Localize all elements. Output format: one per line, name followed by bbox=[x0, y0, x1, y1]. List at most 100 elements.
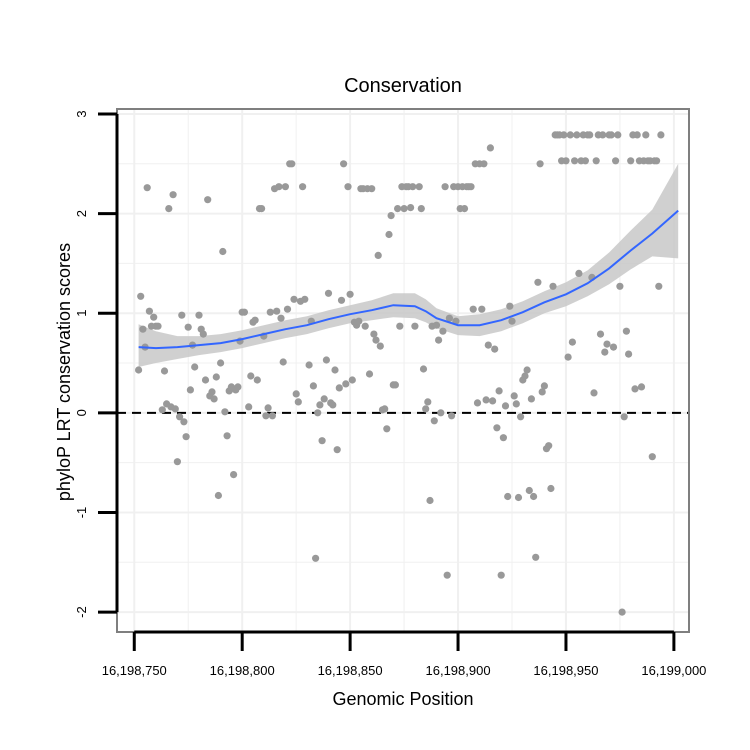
data-point bbox=[169, 191, 177, 199]
data-point bbox=[176, 413, 184, 421]
data-point bbox=[560, 131, 568, 139]
data-point bbox=[415, 183, 423, 191]
data-point bbox=[214, 491, 222, 500]
data-point bbox=[478, 305, 486, 313]
data-point bbox=[365, 370, 374, 378]
data-point bbox=[460, 205, 469, 213]
y-tick-label: 2 bbox=[74, 210, 89, 217]
data-point bbox=[204, 196, 212, 204]
x-axis: 16,198,750 16,198,800 16,198,850 16,198,900… bbox=[102, 630, 706, 678]
data-point bbox=[314, 409, 322, 417]
data-point bbox=[596, 330, 605, 338]
data-point bbox=[342, 380, 350, 388]
data-point bbox=[571, 157, 579, 165]
data-point bbox=[158, 406, 166, 414]
data-point bbox=[275, 183, 283, 191]
data-point bbox=[648, 453, 656, 461]
data-point bbox=[409, 183, 417, 191]
data-point bbox=[510, 392, 518, 400]
data-point bbox=[525, 486, 533, 495]
data-point bbox=[532, 553, 540, 561]
data-point bbox=[586, 131, 594, 139]
data-point bbox=[493, 424, 501, 432]
data-point bbox=[247, 372, 255, 380]
data-point bbox=[201, 376, 210, 384]
data-point bbox=[627, 157, 635, 165]
data-point bbox=[184, 323, 192, 331]
data-point bbox=[486, 144, 494, 152]
data-point bbox=[549, 282, 557, 290]
data-point bbox=[616, 282, 624, 290]
data-point bbox=[210, 395, 218, 403]
data-point bbox=[504, 492, 512, 501]
x-axis-label: Genomic Position bbox=[332, 689, 473, 709]
data-point bbox=[480, 160, 488, 168]
data-point bbox=[514, 493, 523, 502]
data-point bbox=[637, 383, 646, 391]
data-point bbox=[407, 204, 415, 212]
data-point bbox=[171, 405, 179, 413]
data-point bbox=[234, 383, 242, 391]
data-point bbox=[245, 403, 253, 411]
data-point bbox=[631, 385, 639, 393]
data-point bbox=[182, 433, 190, 441]
data-point bbox=[312, 554, 320, 562]
x-tick-label: 16,198,950 bbox=[533, 663, 598, 678]
data-point bbox=[622, 327, 631, 335]
data-point bbox=[139, 325, 147, 333]
data-point bbox=[309, 382, 317, 390]
data-point bbox=[230, 471, 238, 479]
data-point bbox=[277, 314, 285, 322]
data-point bbox=[527, 395, 536, 403]
data-point bbox=[469, 305, 477, 313]
chart-title: Conservation bbox=[344, 75, 462, 97]
data-point bbox=[320, 395, 328, 403]
data-point bbox=[568, 338, 577, 346]
smooth-line bbox=[138, 209, 679, 350]
y-axis-label: phyloP LRT conservation scores bbox=[54, 243, 74, 501]
data-point bbox=[396, 322, 404, 330]
data-point bbox=[368, 185, 376, 193]
data-point bbox=[575, 269, 583, 277]
data-point bbox=[419, 365, 428, 373]
data-point bbox=[253, 376, 261, 384]
data-point bbox=[612, 157, 620, 165]
data-point bbox=[186, 386, 194, 394]
data-point bbox=[625, 350, 633, 358]
smooth-line-group bbox=[138, 209, 679, 350]
data-point bbox=[439, 327, 447, 335]
data-point bbox=[160, 367, 169, 375]
data-point bbox=[482, 396, 490, 404]
data-point bbox=[566, 131, 574, 139]
data-point bbox=[137, 292, 145, 300]
y-tick-label: 3 bbox=[74, 110, 89, 117]
data-point bbox=[534, 278, 542, 286]
data-point bbox=[573, 131, 581, 139]
data-point bbox=[208, 388, 216, 396]
data-point bbox=[281, 183, 289, 191]
data-point bbox=[370, 330, 378, 338]
data-point bbox=[445, 314, 453, 322]
data-point bbox=[372, 336, 380, 344]
data-point bbox=[530, 492, 538, 501]
data-point bbox=[422, 405, 430, 413]
data-point bbox=[620, 413, 628, 421]
data-point bbox=[489, 397, 497, 405]
data-point bbox=[655, 282, 663, 290]
data-point bbox=[540, 382, 549, 390]
data-point bbox=[473, 399, 482, 407]
data-point bbox=[266, 308, 274, 316]
data-point bbox=[376, 342, 384, 350]
data-point bbox=[173, 458, 181, 466]
grid-lines bbox=[117, 109, 689, 632]
data-point bbox=[435, 336, 443, 344]
data-point bbox=[180, 418, 188, 426]
data-point bbox=[288, 160, 296, 168]
data-point bbox=[316, 401, 324, 409]
data-point bbox=[258, 205, 266, 213]
data-point bbox=[219, 247, 227, 256]
data-point bbox=[145, 307, 153, 315]
data-point bbox=[279, 358, 287, 366]
